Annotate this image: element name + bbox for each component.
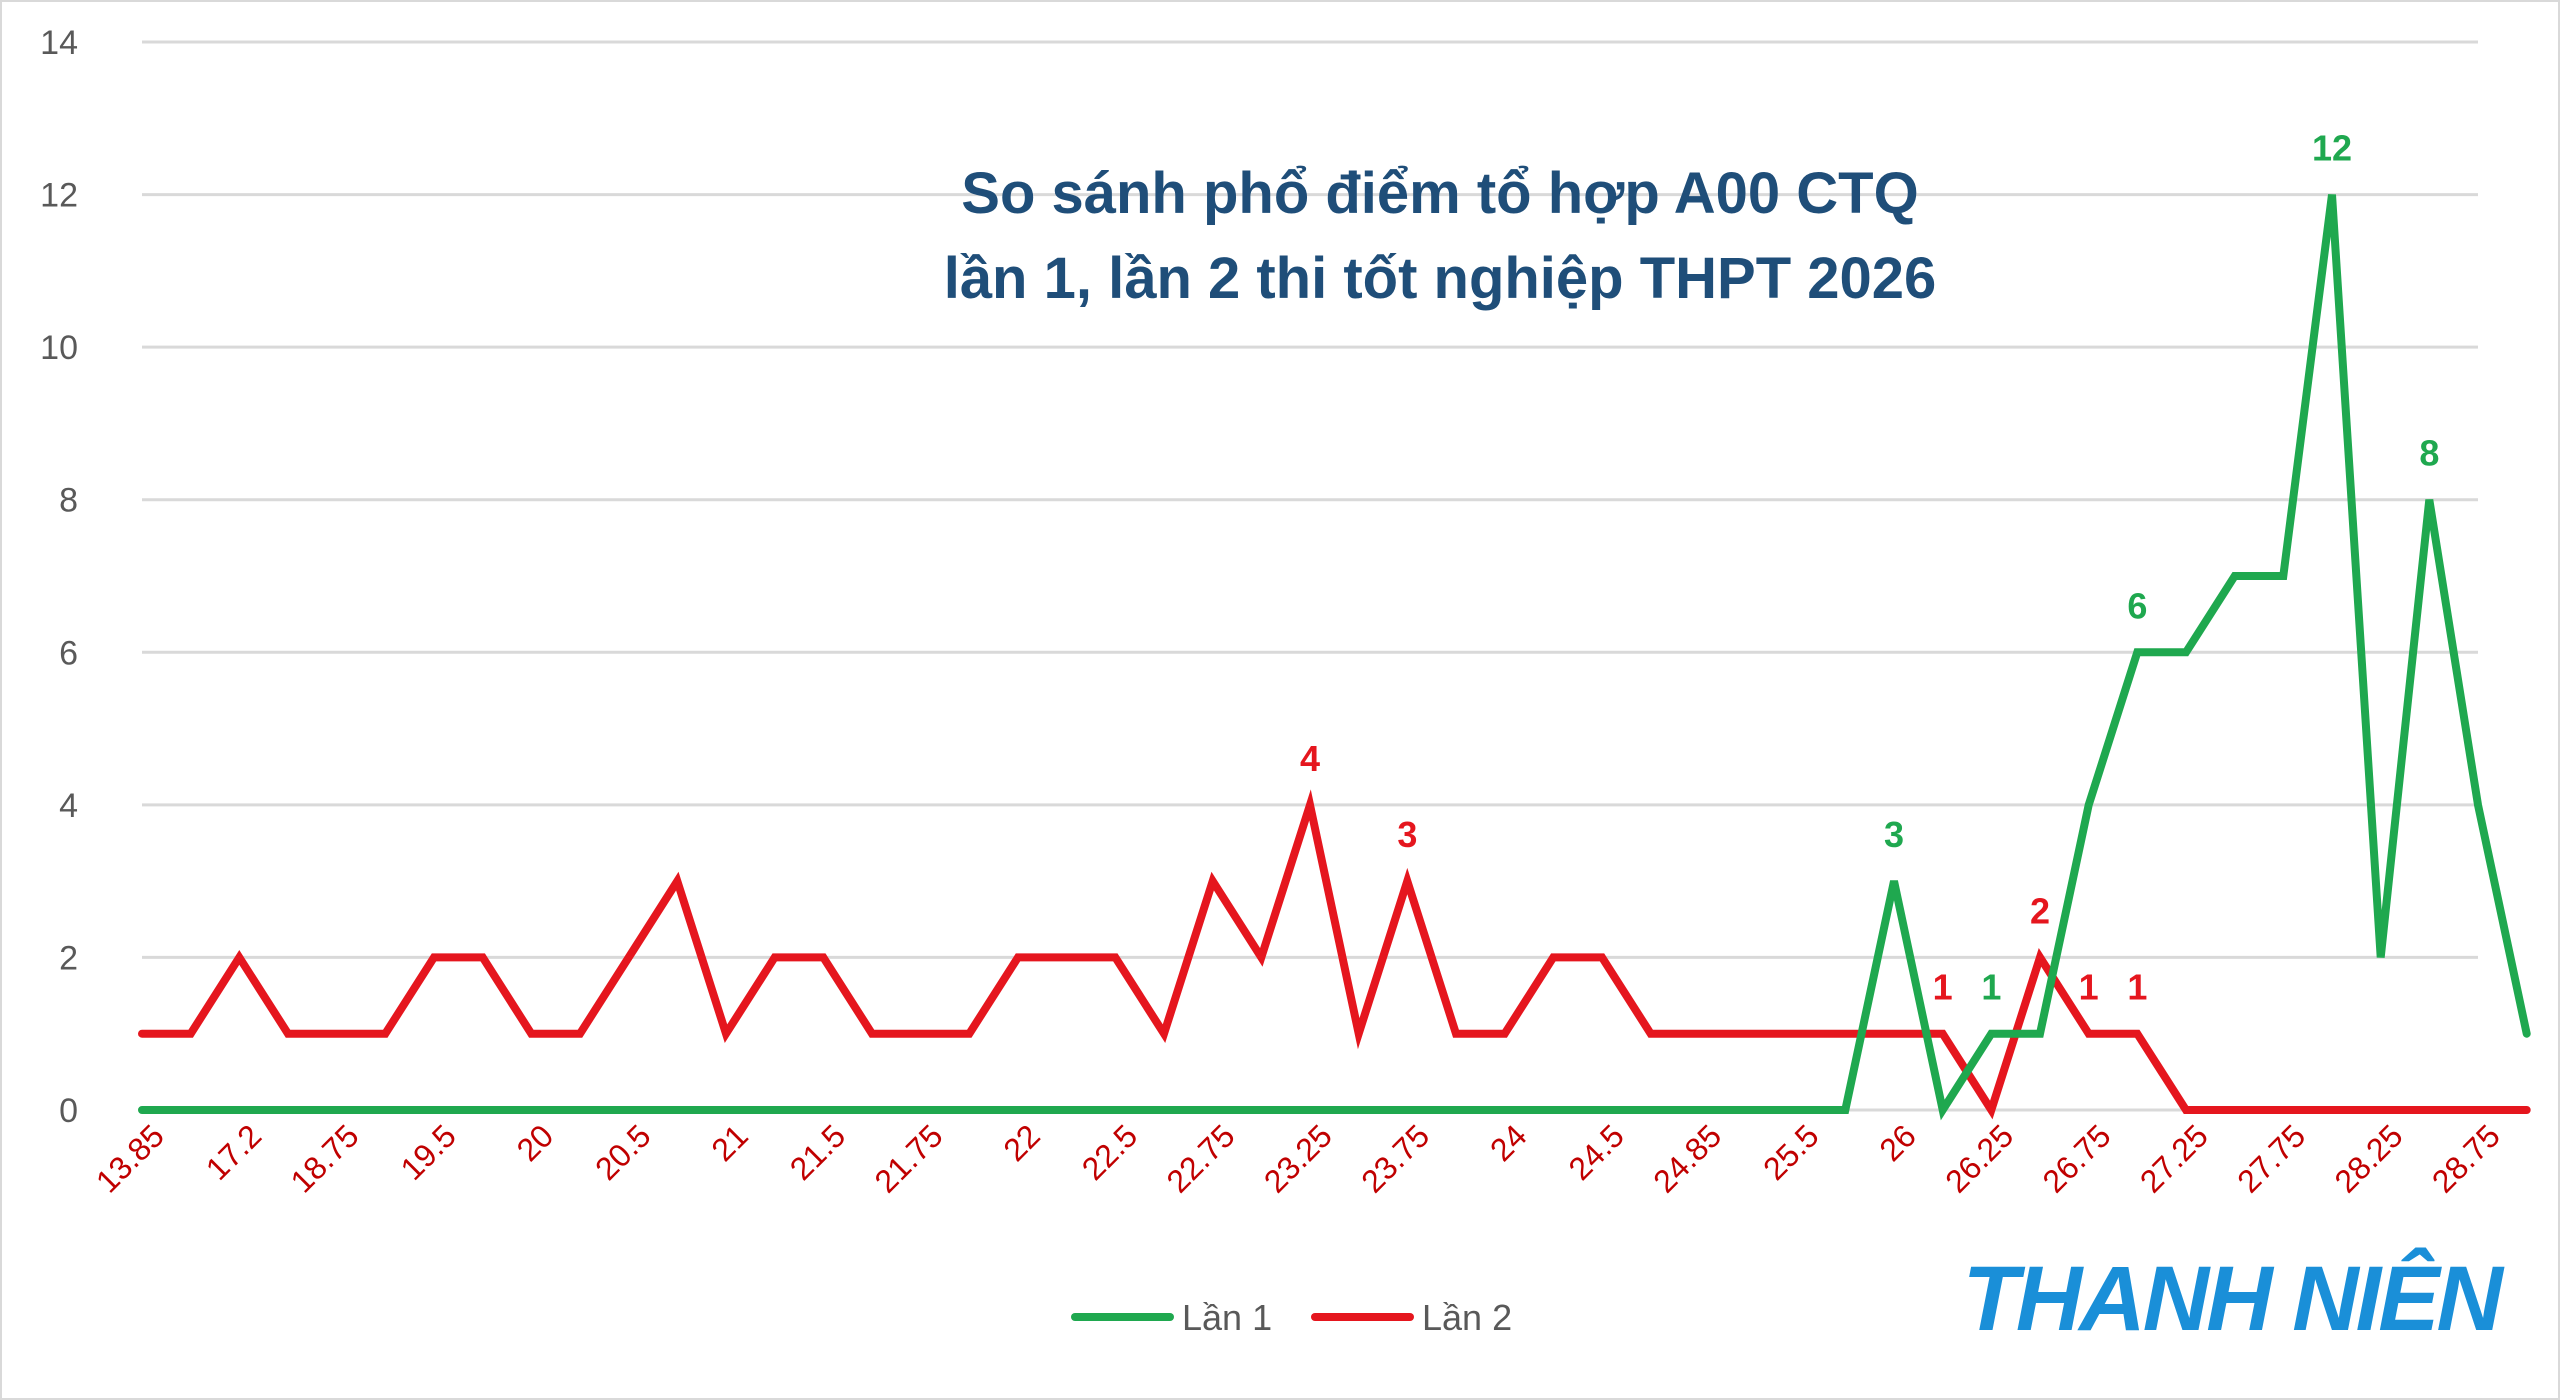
legend-label: Lần 2 xyxy=(1422,1297,1512,1338)
data-label: 4 xyxy=(1300,738,1320,779)
x-tick-label: 26 xyxy=(1872,1117,1923,1168)
chart-title: So sánh phổ điểm tổ hợp A00 CTQ xyxy=(961,161,1918,226)
x-tick-label: 26.25 xyxy=(1938,1117,2020,1199)
x-tick-label: 23.25 xyxy=(1257,1117,1339,1199)
x-tick-label: 21.5 xyxy=(783,1117,852,1186)
data-label: 1 xyxy=(1933,967,1953,1008)
x-tick-label: 18.75 xyxy=(284,1117,366,1199)
x-tick-label: 26.75 xyxy=(2036,1117,2118,1199)
y-tick-label: 2 xyxy=(59,939,78,977)
x-tick-label: 22.5 xyxy=(1075,1117,1144,1186)
data-label: 2 xyxy=(2030,890,2050,931)
data-label: 3 xyxy=(1397,814,1417,855)
data-label: 8 xyxy=(2419,433,2439,474)
x-tick-label: 25.5 xyxy=(1756,1117,1825,1186)
chart-subtitle: lần 1, lần 2 thi tốt nghiệp THPT 2026 xyxy=(944,246,1937,311)
data-label: 1 xyxy=(2079,967,2099,1008)
x-tick-label: 24.85 xyxy=(1646,1117,1728,1199)
y-tick-label: 12 xyxy=(40,177,78,215)
y-tick-label: 10 xyxy=(40,329,78,367)
data-label: 12 xyxy=(2312,128,2352,169)
x-tick-label: 13.85 xyxy=(89,1117,171,1199)
x-tick-label: 20 xyxy=(510,1117,561,1168)
data-label: 1 xyxy=(1981,967,2001,1008)
x-tick-label: 23.75 xyxy=(1354,1117,1436,1199)
y-tick-label: 4 xyxy=(59,787,78,825)
x-tick-label: 22.75 xyxy=(1160,1117,1242,1199)
x-tick-label: 21.75 xyxy=(868,1117,950,1199)
x-tick-label: 24 xyxy=(1483,1117,1534,1168)
x-tick-label: 24.5 xyxy=(1561,1117,1630,1186)
x-tick-label: 19.5 xyxy=(393,1117,462,1186)
x-tick-label: 27.25 xyxy=(2133,1117,2215,1199)
data-label: 6 xyxy=(2127,585,2147,626)
series-line-2 xyxy=(138,789,2531,1120)
x-tick-label: 20.5 xyxy=(588,1117,657,1186)
x-tick-label: 22 xyxy=(996,1117,1047,1168)
thanh-nien-logo: THANH NIÊN xyxy=(1963,1246,2506,1350)
data-label: 1 xyxy=(2127,967,2147,1008)
y-tick-label: 14 xyxy=(40,24,78,62)
data-label: 3 xyxy=(1884,814,1904,855)
y-tick-label: 0 xyxy=(59,1092,78,1130)
x-tick-label: 28.25 xyxy=(2328,1117,2410,1199)
x-tick-label: 17.2 xyxy=(199,1117,268,1186)
legend-label: Lần 1 xyxy=(1182,1297,1272,1338)
x-tick-label: 28.75 xyxy=(2425,1117,2507,1199)
x-tick-label: 21 xyxy=(704,1117,755,1168)
series-line-1 xyxy=(138,194,2531,1121)
y-tick-label: 8 xyxy=(59,482,78,520)
x-tick-label: 27.75 xyxy=(2230,1117,2312,1199)
y-tick-label: 6 xyxy=(59,634,78,672)
